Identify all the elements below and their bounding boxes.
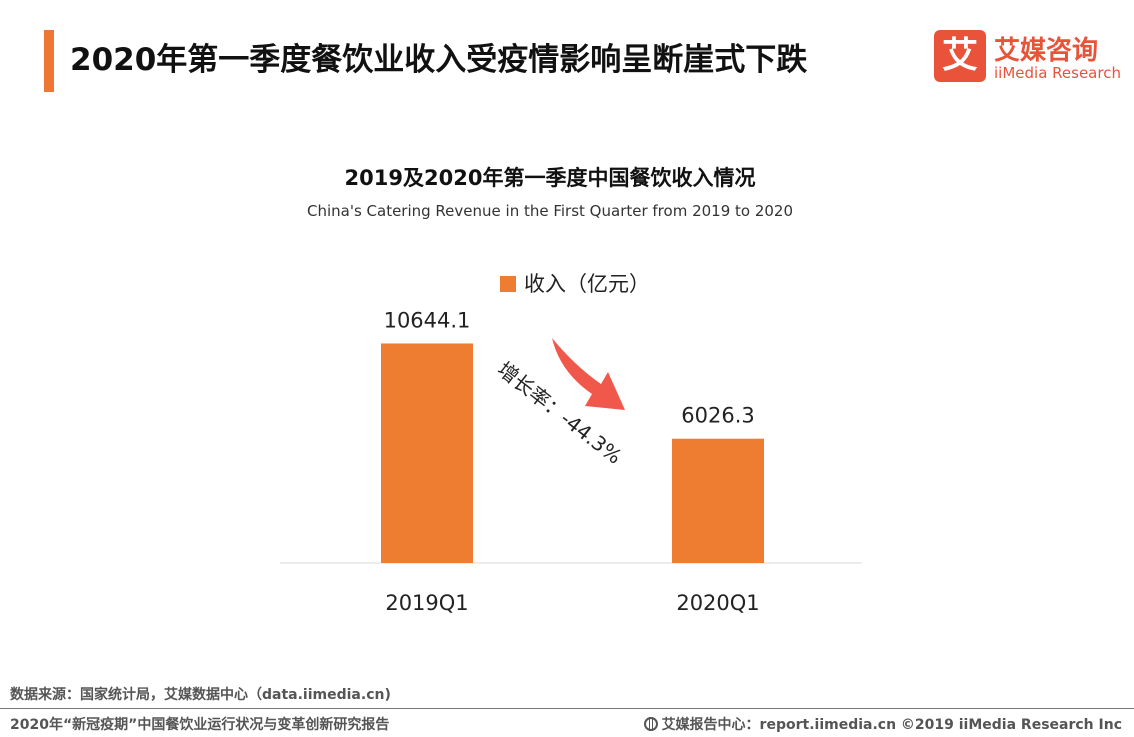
data-label-2019Q1: 10644.1 — [384, 308, 471, 332]
logo-name-cn: 艾媒咨询 — [994, 36, 1099, 66]
footer-divider — [0, 708, 1134, 709]
bar-2020Q1 — [672, 438, 764, 563]
x-tick-label-2019Q1: 2019Q1 — [385, 591, 468, 615]
globe-icon — [643, 717, 658, 731]
copyright-text: 艾媒报告中心：report.iimedia.cn ©2019 iiMedia R… — [661, 717, 1122, 733]
legend-label: 收入（亿元） — [524, 272, 650, 296]
logo-name-en: iiMedia Research — [994, 64, 1121, 82]
chart-subtitle: China's Catering Revenue in the First Qu… — [306, 202, 794, 220]
x-tick-label-2020Q1: 2020Q1 — [676, 591, 759, 615]
data-label-2020Q1: 6026.3 — [681, 404, 754, 428]
logo-badge-icon: 艾 — [934, 30, 986, 82]
bar-2019Q1 — [381, 343, 473, 563]
report-title: 2020年“新冠疫期”中国餐饮业运行状况与变革创新研究报告 — [10, 717, 390, 733]
legend-swatch — [500, 276, 516, 292]
bar-chart: 收入（亿元） 10644.1 2019Q1 6026.3 2020Q1 增长率：-44.3… — [280, 272, 862, 615]
decline-arrow-icon — [552, 338, 625, 410]
footer-copyright: 艾媒报告中心：report.iimedia.cn ©2019 iiMedia R… — [643, 714, 1122, 734]
growth-rate-annotation: 增长率：-44.3% — [493, 357, 627, 469]
data-source-note: 数据来源：国家统计局，艾媒数据中心（data.iimedia.cn) — [10, 687, 391, 703]
title-accent-bar — [44, 30, 54, 92]
page-title: 2020年第一季度餐饮业收入受疫情影响呈断崖式下跌 — [70, 42, 808, 78]
chart-title: 2019及2020年第一季度中国餐饮收入情况 — [344, 166, 756, 190]
brand-logo: 艾 艾媒咨询 iiMedia Research — [934, 30, 1121, 90]
